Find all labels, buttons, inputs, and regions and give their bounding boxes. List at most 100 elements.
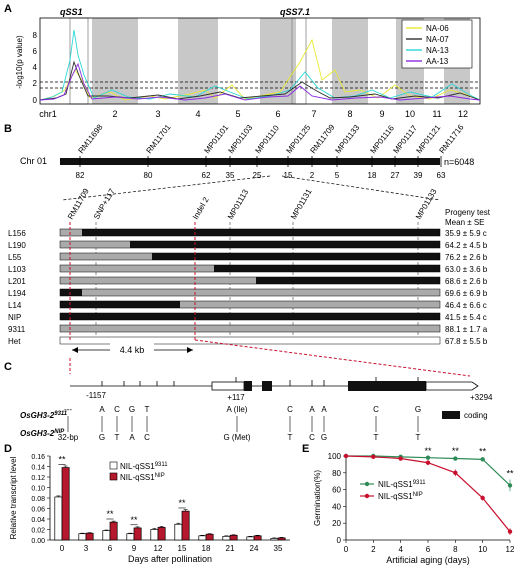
y-tick-label: 0.04 (31, 517, 45, 524)
genotype-bar-outline (59, 324, 441, 333)
genotype-segment (130, 241, 440, 248)
chromosome-bar (60, 158, 440, 165)
bar (205, 533, 214, 541)
panel-letter-e: E (302, 443, 309, 455)
gwas-manhattan-panel: qSS1 qSS7.1 8 6 4 2 0 -log10(p value) ch… (15, 7, 481, 119)
line-name: L201 (8, 277, 26, 286)
legend-marker (364, 493, 370, 499)
bar (222, 535, 231, 541)
expression-bar-chart: 0.00 0.02 0.04 0.06 0.08 0.10 0.12 0.14 0.16 Rela… (9, 454, 290, 564)
line-name: L156 (8, 229, 26, 238)
allele-nip: C (309, 433, 315, 442)
recombinant-count: 63 (437, 171, 446, 180)
allele-nip: T (115, 433, 120, 442)
promoter-variant-ticks (101, 381, 175, 386)
y-axis-title: Germination(%) (313, 470, 322, 526)
genotype-segment (60, 337, 440, 344)
chr-label: 9 (379, 109, 384, 119)
x-tick-label: 0 (344, 545, 349, 554)
data-point (398, 456, 403, 461)
genotype-segment (152, 253, 440, 260)
recombinant-count: 27 (391, 171, 400, 180)
top-markers: RM1169882RM1170180MP0110162MP0110335MP01… (76, 122, 466, 180)
genotype-segment (180, 301, 440, 308)
allele-rows: --- A C G T A (Ile) C A A C G32-bp G T A C G (Met) T C G T T (58, 405, 421, 442)
progeny-value: 67.8 ± 5.5 b (445, 337, 488, 346)
exon-3 (348, 381, 426, 391)
population-size: n=6048 (444, 157, 474, 167)
scale-arrow-head-right (187, 347, 193, 353)
y-tick-label: 0.10 (31, 486, 45, 493)
genotype-segment (60, 325, 440, 332)
allele-nip: G (99, 433, 105, 442)
data-point (453, 456, 458, 461)
allele-row-label-9311: OsGH3-29311 (20, 411, 68, 420)
progeny-value: 46.4 ± 6.6 c (445, 301, 487, 310)
bar (109, 521, 118, 541)
fine-marker-label: Indel 2 (191, 195, 211, 221)
line-name: L55 (8, 253, 22, 262)
allele-9311: A (99, 405, 105, 414)
allele-nip: 32-bp (58, 433, 79, 442)
y-tick-label: 40 (332, 502, 341, 511)
legend-swatch (109, 461, 118, 470)
genotype-segment (82, 229, 440, 236)
recombinant-count: 39 (414, 171, 423, 180)
x-tick-label: 6 (108, 544, 113, 553)
legend-label: NA-07 (426, 35, 449, 44)
line-name: L190 (8, 241, 26, 250)
y-tick: 6 (33, 47, 38, 56)
chr-label: 7 (311, 109, 316, 119)
zoom-line-right (281, 175, 441, 201)
recombinant-count: 62 (202, 171, 211, 180)
recombinant-count: 2 (310, 171, 315, 180)
fine-marker-label: SNP+117 (92, 187, 117, 221)
y-axis-label: -log10(p value) (15, 35, 24, 89)
data-point (425, 455, 431, 460)
y-tick: 0 (33, 96, 38, 105)
chr-label: 12 (458, 109, 468, 119)
y-tick: 4 (33, 63, 38, 72)
genotype-segment (60, 229, 82, 236)
genotype-segment (60, 289, 82, 296)
significance-label: ** (479, 447, 487, 457)
chr-label: 8 (347, 109, 352, 119)
y-tick-label: 60 (332, 486, 341, 495)
data-point (480, 495, 485, 501)
genotype-bar-outline (59, 276, 441, 285)
bar (133, 527, 142, 541)
x-tick-label: 21 (226, 544, 235, 553)
allele-9311: A (Ile) (227, 405, 248, 414)
exon-1 (244, 381, 252, 391)
fine-marker-label: MP01133 (414, 187, 439, 221)
x-tick-label: 8 (453, 545, 458, 554)
scale-arrow-head-left (72, 347, 78, 353)
allele-row-label-nip: OsGH3-2NIP (20, 429, 65, 438)
significance-label: ** (178, 498, 186, 508)
x-axis-title: Artificial aging (days) (386, 555, 470, 565)
utr-5 (211, 381, 245, 391)
bar (198, 535, 207, 541)
panel-letter-b: B (4, 123, 12, 135)
data-point (480, 457, 485, 462)
bar (102, 530, 111, 541)
line-name: L103 (8, 265, 26, 274)
bar (126, 533, 135, 541)
allele-9311: C (114, 405, 120, 414)
bar (181, 510, 190, 541)
bar (174, 523, 183, 541)
progeny-value: 64.2 ± 4.5 b (445, 241, 488, 250)
y-tick-label: 0.16 (31, 454, 45, 461)
utr-3 (425, 381, 479, 391)
x-tick-label: 2 (371, 545, 376, 554)
recombinant-count: 18 (368, 171, 377, 180)
scale-label: 4.4 kb (120, 345, 145, 355)
allele-9311: T (145, 405, 150, 414)
y-tick-label: 0.14 (31, 465, 45, 472)
allele-9311: G (415, 405, 421, 414)
pos-mid: +117 (227, 393, 245, 402)
legend-swatch (109, 472, 118, 481)
qtl-label-qss1: qSS1 (60, 7, 83, 17)
germination-line-chart: 0 20 40 60 80 100 0 2 4 6 8 10 12 Germination(%) Artif… (313, 446, 515, 565)
